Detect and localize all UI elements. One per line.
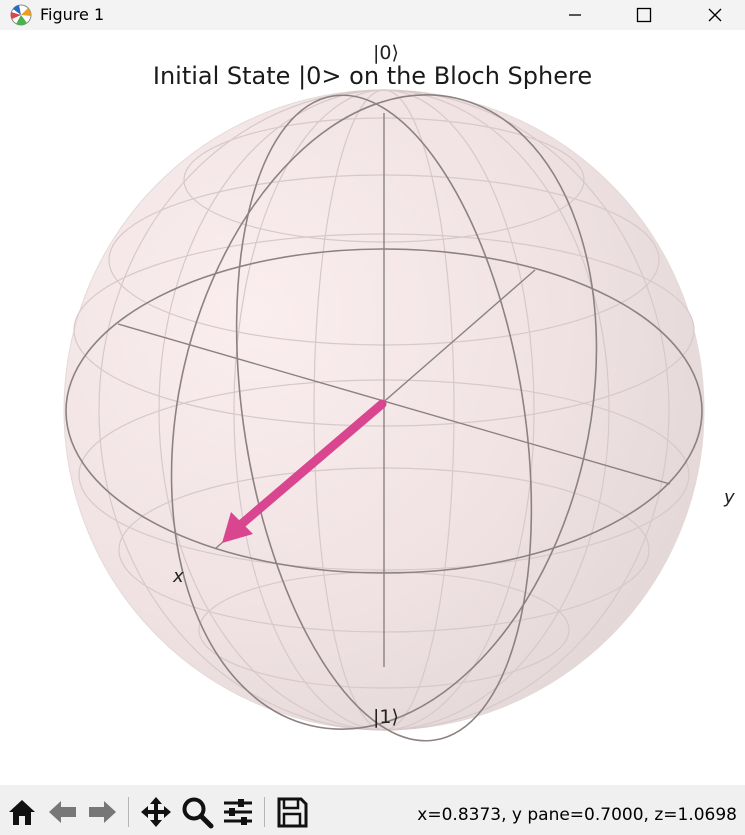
configure-subplots-button[interactable] bbox=[221, 795, 255, 829]
minimize-icon bbox=[569, 14, 581, 16]
ket-one-label: |1⟩ bbox=[373, 706, 399, 728]
forward-button[interactable] bbox=[85, 795, 119, 829]
configure-subplots-icon bbox=[224, 799, 252, 825]
maximize-icon bbox=[636, 7, 652, 23]
home-icon bbox=[9, 800, 35, 825]
cursor-coordinates-readout: x=0.8373, y pane=0.7000, z=1.0698 bbox=[417, 805, 737, 825]
pan-icon bbox=[141, 797, 171, 827]
xz-great-circle bbox=[235, 94, 533, 742]
window-titlebar: Figure 1 bbox=[0, 0, 745, 30]
save-icon bbox=[277, 797, 308, 828]
forward-arrow-icon bbox=[89, 801, 116, 823]
ket-zero-label: |0⟩ bbox=[373, 42, 399, 64]
zoom-button[interactable] bbox=[180, 795, 214, 829]
bloch-sphere bbox=[63, 89, 705, 742]
figure-canvas[interactable]: Initial State |0> on the Bloch Sphere |0… bbox=[0, 30, 745, 785]
window-title: Figure 1 bbox=[40, 5, 105, 24]
yz-great-circle bbox=[170, 94, 598, 730]
minimize-button[interactable] bbox=[552, 0, 598, 30]
maximize-button[interactable] bbox=[621, 0, 667, 30]
home-button[interactable] bbox=[5, 795, 39, 829]
y-axis-line bbox=[117, 323, 671, 485]
toolbar-separator bbox=[264, 797, 265, 827]
navigation-toolbar: x=0.8373, y pane=0.7000, z=1.0698 bbox=[0, 785, 745, 835]
save-button[interactable] bbox=[275, 795, 309, 829]
bloch-sphere-plot bbox=[63, 89, 705, 742]
pan-button[interactable] bbox=[139, 795, 173, 829]
x-axis-label: x bbox=[173, 566, 184, 587]
state-vector-arrow bbox=[222, 399, 387, 543]
close-button[interactable] bbox=[692, 0, 738, 30]
back-arrow-icon bbox=[49, 801, 76, 823]
toolbar-separator bbox=[128, 797, 129, 827]
close-icon bbox=[708, 8, 722, 22]
y-axis-label: y bbox=[724, 487, 735, 508]
zoom-icon bbox=[182, 797, 214, 829]
plot-title: Initial State |0> on the Bloch Sphere bbox=[152, 62, 593, 90]
matplotlib-app-icon bbox=[8, 3, 34, 27]
back-button[interactable] bbox=[46, 795, 80, 829]
